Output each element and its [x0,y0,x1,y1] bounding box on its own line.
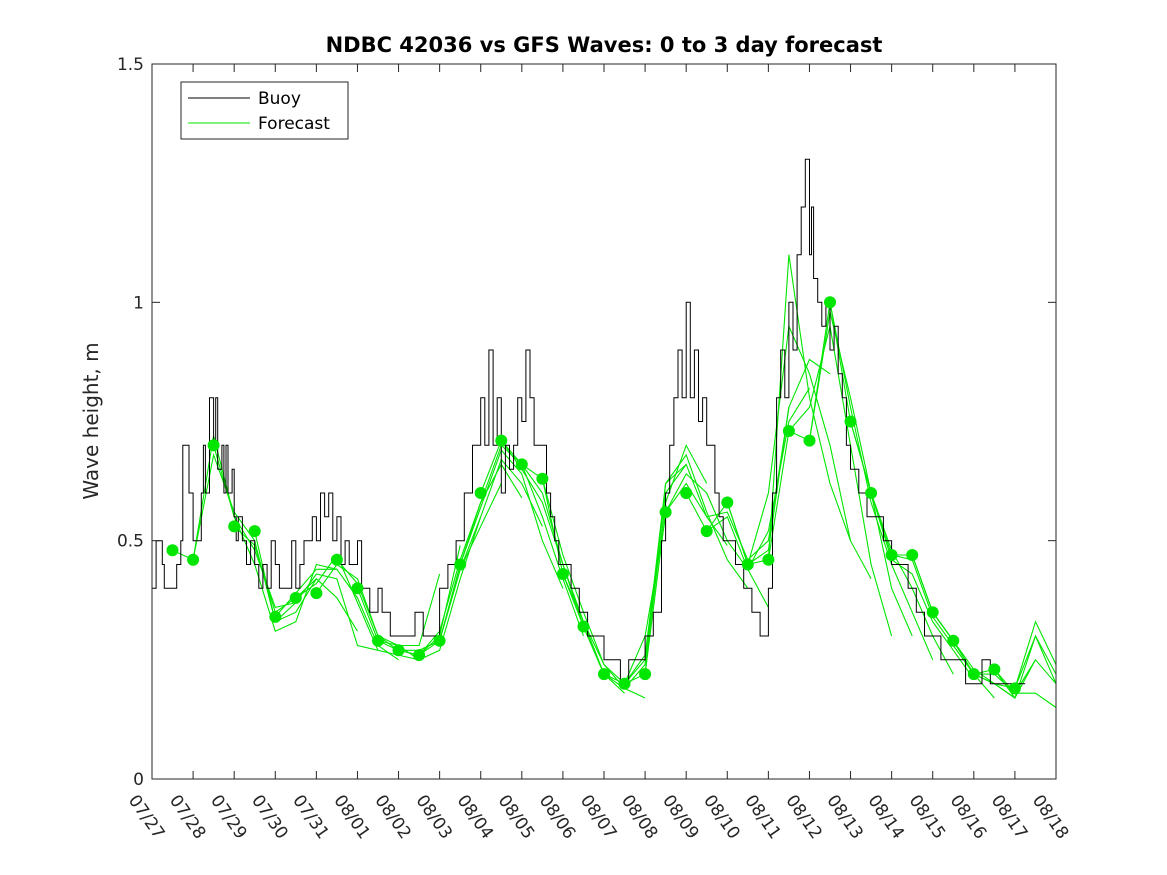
forecast-analysis-point [741,558,754,571]
forecast-analysis-point [639,668,652,681]
forecast-analysis-point [372,634,384,647]
forecast-run-line [973,658,1057,700]
forecast-analysis-point [269,610,282,623]
y-tick-label: 0 [133,770,144,790]
forecast-analysis-point [392,644,405,657]
forecast-analysis-point [659,506,672,519]
forecast-analysis-point [721,496,734,509]
forecast-analysis-point [248,525,261,538]
forecast-analysis-point [803,434,816,447]
forecast-analysis-point [310,587,323,600]
forecast-analysis-point [413,649,426,662]
forecast-analysis-point [228,520,241,533]
forecast-analysis-point [700,525,713,538]
chart-title: NDBC 42036 vs GFS Waves: 0 to 3 day fore… [326,33,883,57]
forecast-analysis-point [988,663,1001,676]
y-tick-label: 0.5 [117,532,144,552]
forecast-analysis-point [865,487,878,499]
forecast-analysis-point [577,620,590,633]
forecast-analysis-point [1008,682,1021,695]
legend-box [180,81,349,140]
forecast-analysis-point [433,634,446,647]
forecast-analysis-point [782,425,795,437]
forecast-analysis-point [166,544,179,557]
forecast-run-line [993,669,1057,708]
legend-buoy-label: Buoy [258,89,301,109]
forecast-analysis-point [844,415,857,428]
forecast-analysis-point [474,487,487,499]
forecast-analysis-point [906,549,919,561]
forecast-analysis-point [947,634,960,647]
forecast-analysis-point [187,553,200,566]
y-axis-label: Wave height, m [79,342,103,499]
y-tick-label: 1.5 [117,55,144,75]
y-tick-label: 1 [133,293,144,313]
forecast-analysis-point [330,553,343,566]
forecast-analysis-point [351,582,364,595]
forecast-analysis-point [762,553,775,566]
forecast-analysis-point [967,668,980,681]
forecast-analysis-point [824,296,836,309]
forecast-analysis-point [885,549,898,561]
forecast-run-line [1014,620,1057,689]
forecast-analysis-point [618,677,631,690]
buoy-line [152,158,1026,685]
forecast-analysis-point [536,472,549,485]
analysis-points-layer [166,296,1021,695]
legend: Buoy Forecast [180,81,349,140]
forecast-analysis-point [680,487,693,499]
forecast-analysis-point [926,606,939,619]
forecast-analysis-point [495,434,508,447]
forecast-analysis-point [207,439,220,452]
forecast-analysis-point [454,558,467,571]
forecast-analysis-point [515,458,528,471]
forecast-run-line [665,407,790,561]
forecast-analysis-point [598,668,610,681]
forecast-analysis-point [289,591,302,604]
forecast-analysis-point [556,568,569,580]
forecast-run-line [952,634,1057,699]
legend-forecast-label: Forecast [258,114,330,134]
